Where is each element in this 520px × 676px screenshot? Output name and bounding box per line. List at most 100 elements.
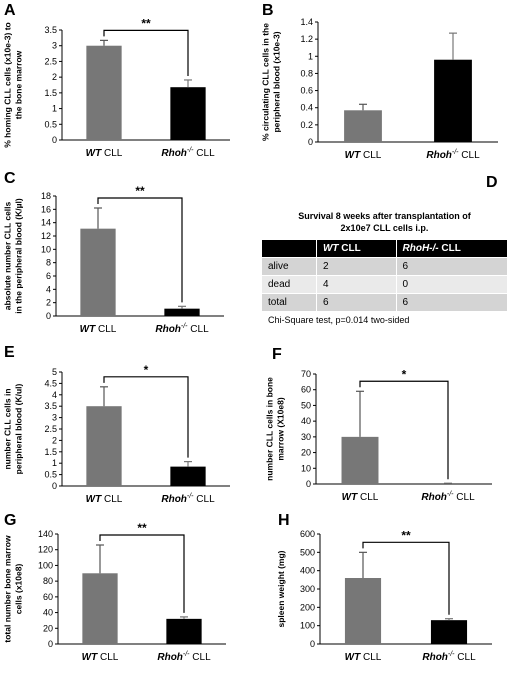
- chart-panel-a: 0 0.5 1 1.5 2 2.5 3 3.5 % homing CLL cells (x10e…: [0, 0, 250, 168]
- survival-table-header-rhoh: RhoH-/- CLL: [395, 240, 507, 258]
- y-tick-label: 80: [43, 576, 53, 586]
- chart-panel-h: 0 100 200 300 400 500 600 spleen weight (mg) WT …: [262, 510, 516, 676]
- y-tick-label: 40: [301, 416, 311, 426]
- table-cell-wt: 2: [315, 257, 396, 276]
- y-tick-label: 500: [300, 547, 315, 557]
- y-tick-label: 2: [52, 72, 57, 82]
- y-tick-label: 0: [48, 639, 53, 649]
- significance-label: **: [135, 184, 145, 198]
- y-tick-label: 100: [38, 560, 53, 570]
- y-tick-label: 0: [308, 137, 313, 147]
- y-tick-label: 40: [43, 608, 53, 618]
- y-tick-label: 30: [301, 432, 311, 442]
- y-tick-label: 0: [52, 481, 57, 491]
- y-tick-label: 600: [300, 529, 315, 539]
- x-category-label: Rhoh-/- CLL: [426, 149, 480, 161]
- x-category-label: Rhoh-/- CLL: [157, 651, 211, 663]
- table-cell-rhoh: 0: [395, 275, 507, 294]
- panel-label-c: C: [4, 170, 16, 187]
- y-tick-label: 120: [38, 545, 53, 555]
- y-tick-label: 400: [300, 566, 315, 576]
- y-tick-label: 0: [46, 311, 51, 321]
- x-category-label: Rhoh-/- CLL: [421, 491, 475, 503]
- y-tick-label: 4: [46, 284, 51, 294]
- x-category-label: Rhoh-/- CLL: [155, 323, 209, 335]
- chart-a: 0 0.5 1 1.5 2 2.5 3 3.5 % homing CLL cells (x10e…: [3, 16, 230, 159]
- x-category-label: WT CLL: [82, 652, 119, 663]
- y-tick-label: 1: [52, 458, 57, 468]
- survival-table-header-wt: WT CLL: [315, 240, 396, 258]
- chart-panel-g: 0 20 40 60 80 100 120 140 total number bone marr…: [0, 510, 250, 676]
- y-tick-label: 0.2: [300, 120, 313, 130]
- table-row: alive 2 6: [262, 257, 507, 276]
- x-category-label: WT CLL: [342, 492, 379, 503]
- significance-bracket: [97, 197, 183, 303]
- y-tick-label: 10: [301, 463, 311, 473]
- y-tick-label: 2.5: [44, 424, 57, 434]
- y-tick-label: 12: [41, 231, 51, 241]
- y-tick-label: 2: [52, 435, 57, 445]
- y-tick-label: 70: [301, 369, 311, 379]
- y-tick-label: 3.5: [44, 401, 57, 411]
- x-category-label: Rhoh-/- CLL: [161, 147, 215, 159]
- survival-table: WT CLL RhoH-/- CLL alive 2 6 dead 4 0 to…: [262, 240, 507, 311]
- bar: [344, 110, 382, 142]
- y-tick-label: 0: [52, 135, 57, 145]
- y-tick-label: 0: [310, 639, 315, 649]
- x-category-label: WT CLL: [80, 324, 117, 335]
- panel-label-g: G: [4, 512, 17, 529]
- y-tick-label: 20: [301, 448, 311, 458]
- y-tick-label: 20: [43, 623, 53, 633]
- y-axis-label: total number bone marrow: [3, 535, 13, 643]
- chart-panel-f: 0 10 20 30 40 50 60 70 number CLL cells in bone m…: [262, 342, 516, 510]
- y-axis-label: % circulating CLL cells in the: [261, 23, 271, 141]
- y-tick-label: 4: [52, 390, 57, 400]
- y-tick-label: 2.5: [44, 56, 57, 66]
- y-axis-label: peripheral blood (x10e-3): [272, 31, 282, 132]
- table-row: dead 4 0: [262, 275, 507, 294]
- y-tick-label: 0.5: [44, 119, 57, 129]
- y-tick-label: 60: [43, 592, 53, 602]
- y-axis-label: cells (x10e8): [14, 564, 24, 615]
- y-tick-label: 14: [41, 218, 51, 228]
- x-category-label: WT CLL: [86, 148, 123, 159]
- significance-bracket: [362, 541, 450, 615]
- chart-panel-e: 0 0.5 1 1.5 2 2.5 3 3.5 4 4.5 5 number CLL cells in…: [0, 342, 250, 510]
- chart-c: 0 2 4 6 8 10 12 14 16 18 absolute number CLL cells…: [3, 184, 224, 335]
- y-tick-label: 3: [52, 413, 57, 423]
- significance-label: **: [141, 16, 151, 30]
- y-tick-label: 1.2: [300, 34, 313, 44]
- x-category-label: WT CLL: [345, 652, 382, 663]
- table-cell-wt: 6: [315, 293, 396, 311]
- x-category-label: WT CLL: [345, 150, 382, 161]
- y-tick-label: 1: [52, 104, 57, 114]
- bar: [170, 87, 206, 140]
- x-category-label: Rhoh-/- CLL: [161, 493, 215, 505]
- y-tick-label: 5: [52, 367, 57, 377]
- panel-label-h: H: [278, 512, 290, 529]
- header-wt-italic: WT: [322, 243, 339, 254]
- bar: [341, 436, 379, 484]
- bar: [166, 618, 202, 644]
- y-axis-label: % homing CLL cells (x10e-3) to: [3, 22, 13, 147]
- panel-label-f: F: [272, 346, 282, 363]
- y-axis-label: in the peripheral blood (K/µl): [14, 198, 24, 314]
- y-tick-label: 1.5: [44, 88, 57, 98]
- bar: [170, 466, 206, 486]
- chart-panel-b: 0 0.2 0.4 0.6 0.8 1 1.2 1.4 % circulating CLL ce…: [258, 0, 516, 168]
- y-tick-label: 50: [301, 400, 311, 410]
- table-cell-wt: 4: [315, 275, 396, 294]
- survival-table-title: Survival 8 weeks after transplantation o…: [262, 210, 507, 234]
- bar: [430, 620, 468, 644]
- panel-label-e: E: [4, 344, 15, 361]
- chart-b: 0 0.2 0.4 0.6 0.8 1 1.2 1.4 % circulating CLL ce…: [261, 17, 498, 161]
- y-tick-label: 0.8: [300, 68, 313, 78]
- y-axis-label: absolute number CLL cells: [3, 201, 13, 310]
- header-rhoh-italic: RhoH-/-: [402, 243, 439, 254]
- y-tick-label: 3: [52, 41, 57, 51]
- y-tick-label: 10: [41, 244, 51, 254]
- y-tick-label: 200: [300, 602, 315, 612]
- panel-label-d: D: [486, 174, 498, 191]
- chart-panel-c: 0 2 4 6 8 10 12 14 16 18 absolute number CLL cells…: [0, 168, 250, 340]
- survival-table-note: Chi-Square test, p=0.014 two-sided: [268, 315, 410, 325]
